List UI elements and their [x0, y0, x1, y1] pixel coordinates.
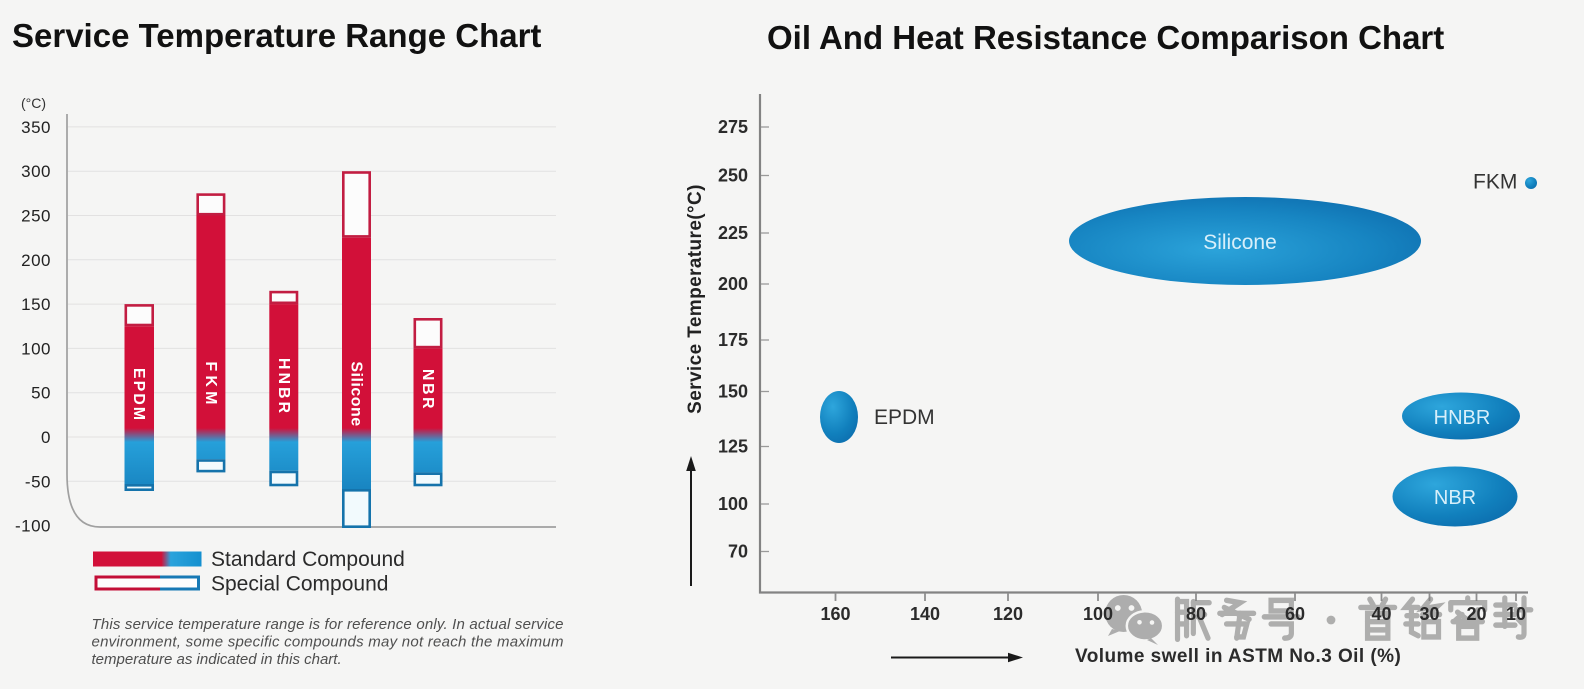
svg-text:HNBR: HNBR: [1434, 407, 1491, 429]
svg-text:175: 175: [718, 330, 748, 350]
svg-text:150: 150: [718, 382, 748, 402]
svg-text:environment, some specific com: environment, some specific compounds may…: [92, 634, 564, 651]
svg-text:EPDM: EPDM: [874, 406, 935, 429]
svg-text:225: 225: [718, 223, 748, 243]
svg-text:Silicone: Silicone: [1203, 231, 1277, 254]
svg-text:NBR: NBR: [1434, 487, 1476, 509]
svg-text:160: 160: [820, 604, 850, 624]
svg-text:100: 100: [718, 494, 748, 514]
svg-text:Standard Compound: Standard Compound: [211, 548, 405, 571]
svg-text:10: 10: [1506, 604, 1526, 624]
svg-text:60: 60: [1285, 604, 1305, 624]
svg-text:EPDM: EPDM: [130, 368, 147, 422]
svg-text:0: 0: [41, 428, 51, 447]
svg-text:275: 275: [718, 117, 748, 137]
svg-text:20: 20: [1466, 604, 1486, 624]
svg-text:Service Temperature(°C): Service Temperature(°C): [685, 184, 706, 414]
svg-text:FKM: FKM: [202, 361, 219, 408]
svg-text:300: 300: [21, 162, 51, 181]
svg-text:250: 250: [21, 207, 51, 226]
svg-text:-100: -100: [15, 517, 51, 536]
svg-text:FKM: FKM: [1473, 171, 1517, 194]
svg-text:80: 80: [1186, 604, 1206, 624]
svg-text:50: 50: [31, 384, 51, 403]
svg-text:temperature as indicated in th: temperature as indicated in this chart.: [92, 651, 342, 668]
svg-text:30: 30: [1419, 604, 1439, 624]
svg-text:125: 125: [718, 437, 748, 457]
svg-text:100: 100: [1083, 604, 1113, 624]
svg-text:NBR: NBR: [419, 369, 436, 411]
svg-text:100: 100: [21, 339, 51, 358]
svg-text:Oil And Heat Resistance Compar: Oil And Heat Resistance Comparison Chart: [767, 19, 1444, 56]
svg-text:Volume swell in ASTM No.3 Oil: Volume swell in ASTM No.3 Oil (%): [1075, 646, 1401, 667]
svg-text:This service temperature range: This service temperature range is for re…: [92, 616, 564, 633]
svg-text:250: 250: [718, 166, 748, 186]
svg-text:40: 40: [1371, 604, 1391, 624]
svg-text:70: 70: [728, 542, 748, 562]
svg-text:200: 200: [718, 274, 748, 294]
svg-text:Special Compound: Special Compound: [211, 573, 388, 596]
svg-text:150: 150: [21, 295, 51, 314]
svg-text:-50: -50: [25, 472, 51, 491]
svg-text:HNBR: HNBR: [275, 358, 292, 416]
svg-text:140: 140: [910, 604, 940, 624]
svg-text:200: 200: [21, 251, 51, 270]
svg-text:Service Temperature Range Char: Service Temperature Range Chart: [12, 17, 541, 54]
svg-text:120: 120: [993, 604, 1023, 624]
svg-text:(°C): (°C): [21, 95, 46, 111]
svg-text:Silicone: Silicone: [348, 361, 365, 426]
svg-text:350: 350: [21, 118, 51, 137]
